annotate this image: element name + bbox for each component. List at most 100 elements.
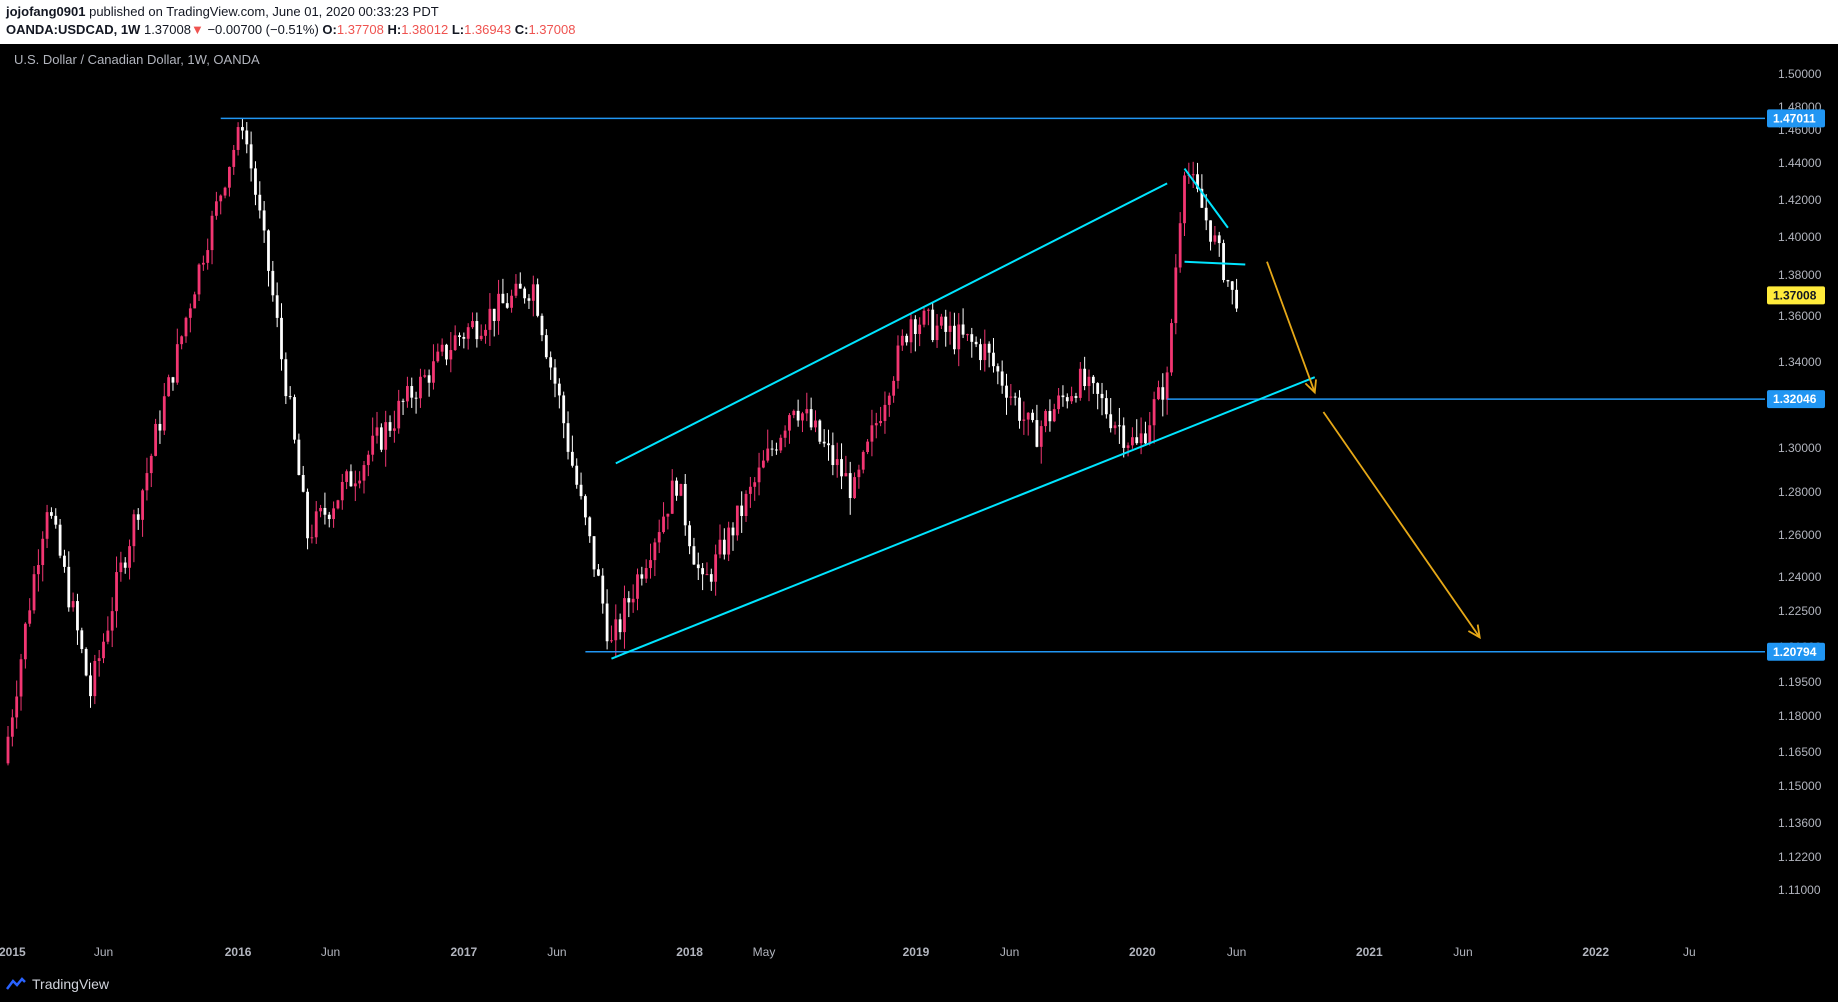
candle-body xyxy=(340,481,344,501)
candle-body xyxy=(63,555,66,567)
candle-body xyxy=(874,423,878,426)
candle-body xyxy=(735,505,739,536)
candle-body xyxy=(214,201,218,216)
trend-line[interactable] xyxy=(611,376,1316,660)
candle-body xyxy=(939,316,943,326)
last-price: 1.37008 xyxy=(143,22,191,37)
candle-body xyxy=(523,288,527,299)
chart-title: U.S. Dollar / Canadian Dollar, 1W, OANDA xyxy=(14,52,260,67)
candle-body xyxy=(488,308,492,330)
candle-body xyxy=(180,336,184,345)
candle-body xyxy=(427,375,431,383)
candle-body xyxy=(570,451,574,466)
candle-body xyxy=(297,439,301,476)
trend-line[interactable] xyxy=(1183,167,1229,229)
candle-body xyxy=(718,539,722,555)
candle-body xyxy=(1178,223,1182,268)
candle-body xyxy=(84,649,88,676)
candle-body xyxy=(219,195,223,202)
candle-body xyxy=(727,527,731,555)
candle-body xyxy=(1148,425,1152,444)
candle-body xyxy=(471,321,474,328)
trend-line[interactable] xyxy=(1184,260,1246,266)
candle-body xyxy=(353,483,357,487)
candle-body xyxy=(1022,419,1026,421)
candle-body xyxy=(45,512,49,539)
price-tick-label: 1.12200 xyxy=(1778,850,1822,864)
candle-body xyxy=(505,303,509,308)
time-tick-label: Jun xyxy=(321,945,340,959)
candle-body xyxy=(970,334,974,342)
projection-arrow[interactable] xyxy=(1322,411,1481,638)
time-axis[interactable]: 2015 Jun 2016 Jun 2017 Jun 2018 May 2019 Jun 2020 J… xyxy=(0,945,1696,959)
candle-body xyxy=(649,560,652,569)
ohlc-line: OANDA:USDCAD, 1W 1.37008▼ −0.00700 (−0.5… xyxy=(6,22,575,37)
candle-body xyxy=(540,315,544,336)
time-tick-label: 2016 xyxy=(225,945,252,959)
candle-body xyxy=(1204,207,1208,221)
trend-line[interactable] xyxy=(615,182,1168,465)
candle-body xyxy=(423,375,427,377)
candle-body xyxy=(171,377,175,383)
symbol-label[interactable]: OANDA:USDCAD, 1W xyxy=(6,22,141,37)
price-tick-label: 1.15000 xyxy=(1778,779,1822,793)
candle-body xyxy=(36,565,40,575)
candle-body xyxy=(1013,396,1017,398)
candle-body xyxy=(375,427,379,436)
candle-body xyxy=(223,187,227,196)
candle-body xyxy=(913,319,917,335)
candle-body xyxy=(136,514,140,520)
candle-body xyxy=(458,335,461,338)
candle-body xyxy=(175,344,179,383)
candle-body xyxy=(1000,371,1004,386)
candle-body xyxy=(15,696,19,718)
candle-body xyxy=(618,619,622,633)
candle-body xyxy=(696,564,700,569)
candle-body xyxy=(779,437,783,451)
candle-body xyxy=(345,471,349,482)
candle-body xyxy=(232,149,236,167)
candle-body xyxy=(866,441,869,453)
candle-body xyxy=(262,210,266,231)
author-name[interactable]: jojofang0901 xyxy=(6,4,86,19)
candle-body xyxy=(909,319,913,343)
candle-body xyxy=(128,546,131,568)
projection-arrow[interactable] xyxy=(1266,261,1316,393)
candle-body xyxy=(388,422,392,431)
drawing-layer xyxy=(220,117,1765,660)
candle-body xyxy=(445,344,448,360)
candle-body xyxy=(1165,372,1169,400)
candle-body xyxy=(714,554,718,582)
candle-body xyxy=(887,395,891,405)
candle-body xyxy=(948,325,952,332)
candle-body xyxy=(557,383,561,396)
candle-body xyxy=(1230,281,1234,290)
candle-body xyxy=(679,483,683,496)
candle-body xyxy=(1157,387,1160,400)
price-axis[interactable]: 1.500001.480001.460001.440001.420001.400… xyxy=(1767,67,1825,897)
candle-body xyxy=(371,435,375,455)
price-tick-label: 1.13600 xyxy=(1778,816,1822,830)
candle-body xyxy=(336,500,340,509)
candle-body xyxy=(76,601,79,631)
brand[interactable]: TradingView xyxy=(6,976,109,992)
candle-body xyxy=(1217,235,1221,244)
candle-body xyxy=(1144,433,1147,444)
candle-body xyxy=(50,512,53,516)
candle-body xyxy=(501,293,505,304)
candle-body xyxy=(1096,383,1100,394)
candle-body xyxy=(770,448,774,450)
candle-body xyxy=(141,490,144,520)
price-chart[interactable]: 1.500001.480001.460001.440001.420001.400… xyxy=(0,44,1838,968)
candle-body xyxy=(562,395,566,424)
candle-body xyxy=(805,409,809,414)
time-tick-label: 2019 xyxy=(903,945,930,959)
candle-body xyxy=(1061,395,1065,398)
candle-body xyxy=(206,250,210,263)
candle-body xyxy=(384,422,388,450)
candle-body xyxy=(362,465,366,481)
candle-body xyxy=(614,619,618,641)
candle-body xyxy=(549,357,553,368)
candle-body xyxy=(123,562,127,568)
candle-body xyxy=(132,514,136,547)
